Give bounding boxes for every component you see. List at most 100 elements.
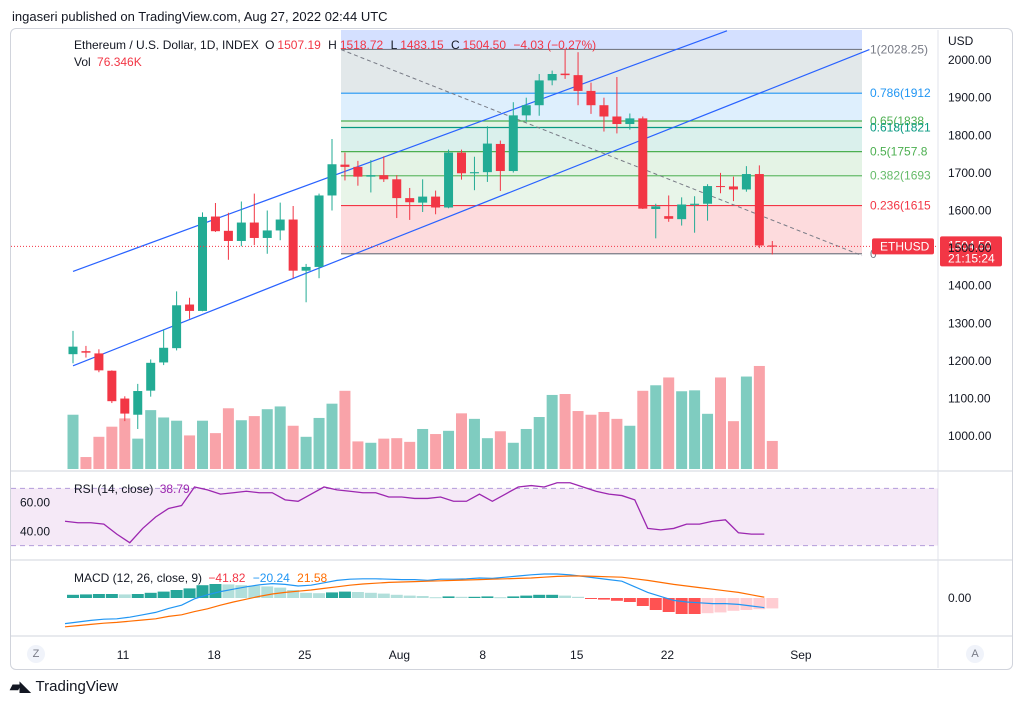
time-tick-label: 25	[298, 648, 312, 662]
tradingview-brand[interactable]: ▰◣ TradingView	[10, 678, 118, 695]
volume-bar	[727, 421, 739, 469]
candle-body	[366, 175, 376, 177]
candle-body	[81, 351, 91, 353]
macd-histogram-bar	[92, 594, 105, 598]
volume-bar	[67, 414, 79, 469]
candle	[612, 77, 622, 134]
price-tick-label: 1300.00	[948, 316, 992, 330]
macd-histogram-bar	[403, 595, 416, 598]
candle-body	[68, 346, 78, 355]
candle	[159, 329, 169, 366]
volume-bar	[209, 433, 221, 469]
candle-body	[288, 219, 298, 271]
candle	[482, 126, 492, 182]
candle	[560, 48, 570, 79]
macd-histogram-bar	[481, 596, 494, 598]
candle	[68, 330, 78, 364]
volume-bar	[559, 394, 571, 469]
macd-value-2: −20.24	[252, 571, 290, 585]
change-value: −4.03 (−0.27%)	[513, 38, 597, 52]
candle-body	[560, 73, 570, 76]
macd-histogram-bar	[377, 593, 390, 598]
volume-bar	[287, 425, 299, 469]
macd-histogram-bar	[442, 596, 455, 598]
candle-body	[521, 105, 531, 116]
macd-histogram-bar	[610, 598, 623, 601]
candle	[754, 165, 764, 249]
volume-bar	[261, 409, 273, 469]
macd-histogram-bar	[753, 598, 766, 610]
candle	[651, 203, 661, 239]
macd-histogram-bar	[390, 594, 403, 598]
candle-body	[236, 222, 246, 241]
macd-histogram-bar	[144, 592, 157, 598]
candle-body	[690, 203, 700, 205]
candle-body	[327, 164, 337, 196]
candle-body	[728, 186, 738, 190]
volume-bar	[611, 418, 623, 469]
macd-histogram-bar	[572, 596, 585, 598]
volume-bar	[507, 442, 519, 469]
candle-body	[107, 370, 117, 402]
volume-bar	[494, 431, 506, 469]
macd-histogram-bar	[494, 597, 507, 599]
candle	[133, 383, 143, 430]
fib-level-label: 0.5(1757.8	[870, 145, 928, 159]
candle-body	[314, 195, 324, 267]
volume-bar	[184, 435, 196, 469]
candle	[275, 202, 285, 241]
volume-bar	[650, 385, 662, 469]
macd-histogram-bar	[766, 598, 779, 609]
candle-body	[133, 391, 143, 415]
candle	[172, 291, 182, 351]
open-value: 1507.19	[277, 38, 321, 52]
macd-tick-label: 0.00	[948, 591, 972, 605]
fib-zone	[341, 127, 862, 152]
volume-bar	[171, 420, 183, 469]
volume-bar	[404, 441, 416, 469]
last-price-label: 1504.50	[948, 238, 992, 252]
candle-body	[547, 74, 557, 81]
tradingview-brand-text: TradingView	[35, 678, 119, 695]
candle-body	[651, 206, 661, 210]
macd-histogram-bar	[455, 596, 468, 598]
candle	[728, 176, 738, 202]
candle-body	[754, 174, 764, 246]
candle	[198, 212, 207, 312]
candle	[547, 70, 557, 86]
macd-histogram-bar	[546, 594, 559, 598]
candle	[638, 116, 648, 210]
price-tick-label: 1200.00	[948, 354, 992, 368]
volume-bar	[456, 413, 467, 469]
volume-bar	[624, 425, 636, 469]
rsi-tick-label: 60.00	[20, 496, 50, 510]
time-tick-label: 22	[661, 648, 675, 662]
zoom-corner-button[interactable]: Z	[27, 645, 45, 663]
macd-histogram-bar	[222, 584, 235, 598]
volume-bar	[546, 394, 558, 469]
candle	[418, 179, 428, 213]
macd-legend: MACD (12, 26, close, 9) −41.82 −20.24 21…	[74, 571, 331, 585]
fib-zone	[341, 49, 862, 94]
volume-bar	[715, 377, 726, 469]
candle-body	[534, 80, 544, 106]
auto-scale-button[interactable]: A	[966, 645, 984, 663]
candle-body	[223, 230, 233, 241]
volume-bar	[132, 438, 144, 469]
candle-body	[741, 174, 751, 190]
last-price-tag	[940, 236, 1002, 267]
candle-body	[172, 305, 182, 349]
volume-bar	[481, 438, 493, 469]
macd-histogram-bar	[416, 596, 429, 598]
candle	[327, 139, 337, 211]
fib-level-label: 0.786(1912	[870, 86, 931, 100]
countdown-label: 21:15:24	[948, 251, 995, 265]
macd-histogram-bar	[131, 594, 144, 598]
volume-bar	[300, 436, 312, 469]
macd-histogram-bar	[701, 598, 714, 614]
macd-histogram-bar	[636, 598, 649, 606]
volume-bar	[145, 410, 157, 469]
candle	[94, 349, 104, 373]
volume-bar	[740, 376, 752, 469]
